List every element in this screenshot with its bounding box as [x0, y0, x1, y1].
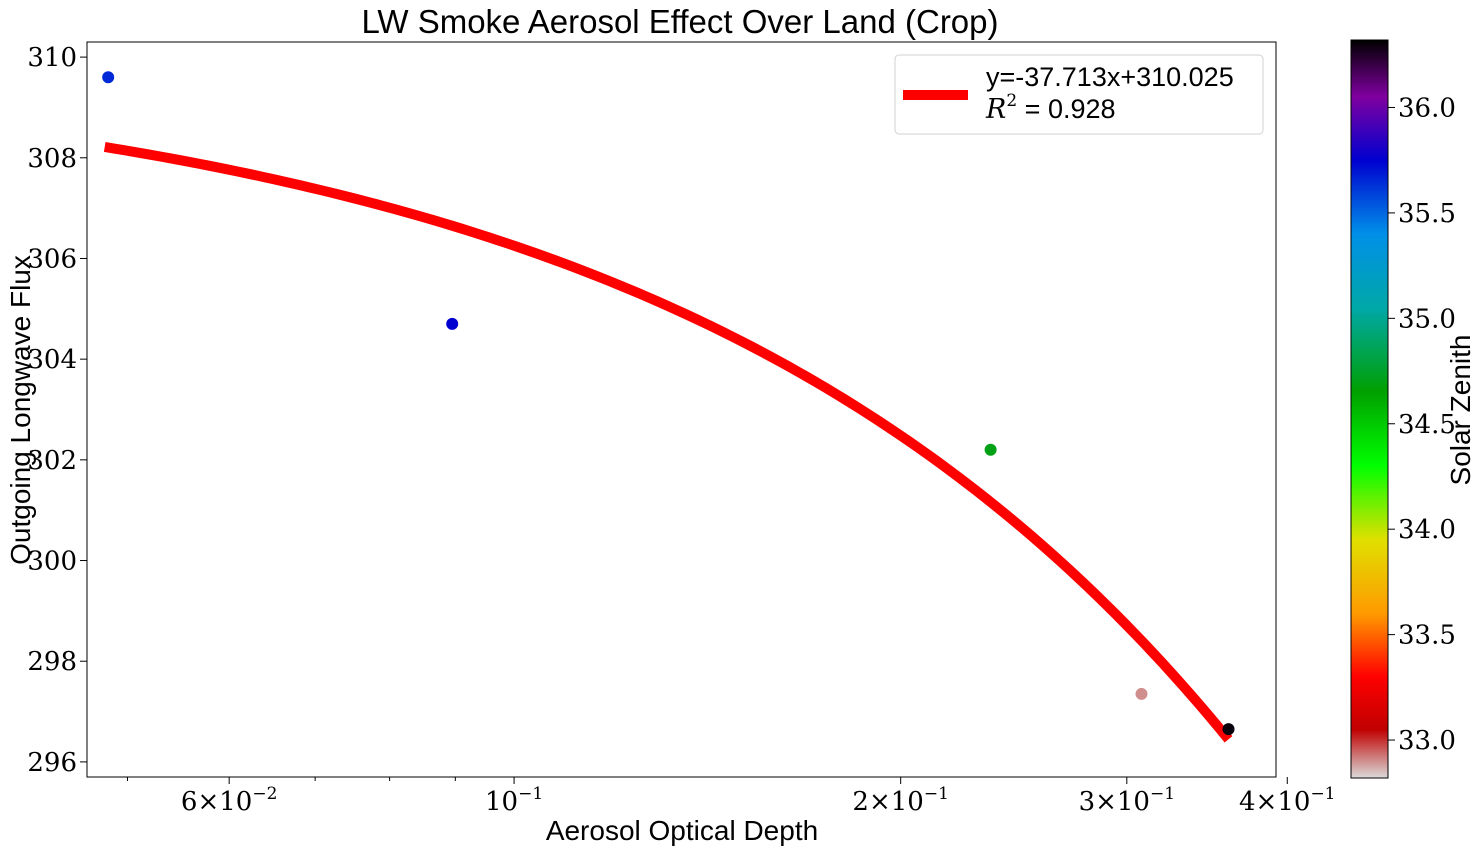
- colorbar-tick-label: 35.5: [1398, 199, 1456, 229]
- x-tick-label: 4×10−1: [1239, 784, 1335, 817]
- y-tick-label: 308: [27, 144, 77, 174]
- colorbar-label: Solar Zenith: [1445, 335, 1476, 486]
- y-tick-label: 302: [27, 446, 77, 476]
- legend-r2-sup: 2: [1006, 91, 1017, 111]
- x-tick-label: 3×10−1: [1079, 784, 1175, 817]
- colorbar-tick-label: 36.0: [1398, 93, 1456, 123]
- legend-r2-symbol: R: [985, 94, 1006, 125]
- x-tick-label: 10−1: [485, 784, 543, 817]
- x-tick-label-base: 4×10: [1239, 787, 1310, 817]
- colorbar-ticks: 33.0 33.5 34.0 34.5 35.0 35.5 36.0: [1388, 93, 1456, 756]
- legend-frame: [894, 54, 1264, 135]
- data-point: [1135, 687, 1148, 700]
- chart-title: LW Smoke Aerosol Effect Over Land (Crop): [361, 3, 998, 40]
- y-axis-label: Outgoing Longwave Flux: [5, 255, 36, 565]
- y-tick-label: 298: [27, 647, 77, 677]
- x-tick-label-base: 10: [485, 787, 518, 817]
- colorbar-tick-label: 34.5: [1398, 410, 1456, 440]
- y-tick-label: 300: [27, 547, 77, 577]
- x-tick-label: 6×10−2: [181, 784, 277, 817]
- x-tick-label-exponent: −1: [1150, 784, 1175, 804]
- data-point: [446, 317, 459, 330]
- colorbar-bar: [1350, 39, 1389, 779]
- colorbar-tick-label: 33.5: [1398, 621, 1456, 651]
- colorbar-tick-label: 34.0: [1398, 515, 1456, 545]
- y-tick-label: 296: [27, 748, 77, 778]
- colorbar: 33.0 33.5 34.0 34.5 35.0 35.5 36.0 Solar Zenit…: [1350, 39, 1476, 779]
- x-tick-label-exponent: −1: [518, 784, 543, 804]
- plot-area: [86, 41, 1277, 778]
- x-tick-label-base: 3×10: [1079, 787, 1150, 817]
- data-point: [984, 443, 997, 456]
- colorbar-tick-label: 33.0: [1398, 726, 1456, 756]
- x-axis-label: Aerosol Optical Depth: [546, 815, 818, 846]
- x-tick-label-exponent: −1: [1310, 784, 1335, 804]
- data-point: [1222, 723, 1235, 736]
- fit-layer: [103, 142, 1233, 743]
- x-tick-label-base: 2×10: [852, 787, 923, 817]
- legend-r-squared: R2 = 0.928: [985, 91, 1116, 125]
- data-point: [102, 71, 115, 84]
- colorbar-tick-label: 35.0: [1398, 304, 1456, 334]
- fit-line: [103, 142, 1233, 743]
- points-layer: [102, 71, 1235, 736]
- legend-equation: y=-37.713x+310.025: [986, 62, 1234, 92]
- plot-frame: [86, 41, 1277, 778]
- legend: y=-37.713x+310.025 R2 = 0.928: [894, 54, 1264, 135]
- legend-r2-text: = 0.928: [1017, 94, 1115, 124]
- y-axis: 296 298 300 302 304 306 308 310: [27, 43, 87, 778]
- x-tick-label: 2×10−1: [852, 784, 948, 817]
- x-tick-label-exponent: −1: [924, 784, 949, 804]
- y-tick-label: 306: [27, 244, 77, 274]
- y-tick-label: 310: [27, 43, 77, 73]
- x-tick-label-base: 6×10: [181, 787, 252, 817]
- y-tick-label: 304: [27, 345, 77, 375]
- x-axis: 6×10−2 10−1 2×10−1 3×10−1 4×10−1: [126, 777, 1336, 817]
- x-tick-label-exponent: −2: [252, 784, 277, 804]
